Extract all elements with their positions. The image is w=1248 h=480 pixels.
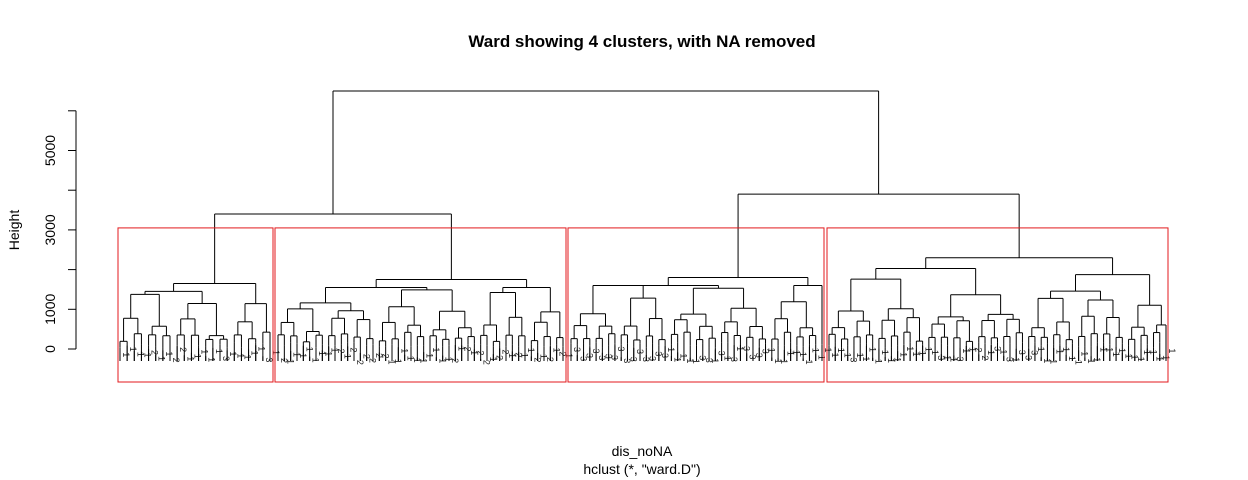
leaf-label: 1 [823, 347, 833, 352]
leaf-label: 3 [264, 357, 274, 362]
leaf-label: 1 [1167, 348, 1177, 353]
leaf-label: 1 [393, 359, 403, 364]
leaf-label: 2 [150, 350, 160, 355]
leaf-label: 2 [482, 360, 492, 365]
leaf-label: 1 [250, 350, 260, 355]
leaf-label: 1 [121, 352, 131, 357]
chart-title: Ward showing 4 clusters, with NA removed [468, 32, 815, 51]
y-tick-label: 5000 [42, 135, 58, 166]
leaf-label: 1 [564, 353, 574, 358]
leaf-label: 1 [142, 353, 152, 358]
leaf-label: 1 [128, 347, 138, 352]
cluster-rect [274, 227, 567, 383]
leaf-label: 1 [242, 355, 252, 360]
leaf-label: 1 [773, 359, 783, 364]
y-axis-label: Height [6, 210, 22, 251]
leaf-label: 2 [171, 358, 181, 363]
leaf-label: 1 [207, 357, 217, 362]
y-axis: 0 1000 3000 5000 [42, 110, 77, 353]
leaf-label: 1 [257, 346, 267, 351]
leaf-label: 2 [178, 347, 188, 352]
leaf-label: 3 [221, 356, 231, 361]
leaf-label: 1 [1073, 360, 1083, 365]
leaf-label: 1 [192, 354, 202, 359]
y-tick-label: 0 [42, 345, 58, 353]
leaf-label: 1 [285, 359, 295, 364]
leaf-label: 1 [874, 359, 884, 364]
method-sublabel: hclust (*, "ward.D") [583, 461, 700, 477]
leaf-label: 1 [228, 351, 238, 356]
leaf-label: 1 [164, 351, 174, 356]
leaf-label: 1 [804, 359, 814, 364]
leaf-label: 1 [235, 353, 245, 358]
leaf-label: 1 [135, 352, 145, 357]
leaf-label: 1 [200, 349, 210, 354]
y-tick-label: 3000 [42, 214, 58, 245]
cluster-rect [117, 227, 274, 383]
leaf-label: 1 [185, 356, 195, 361]
leaf-label: 1 [157, 356, 167, 361]
leaf-label: 2 [355, 360, 365, 365]
dendrogram-tree: 1111211221111131111131211111111212222221… [119, 90, 1177, 365]
cluster-rectangles [117, 227, 1169, 383]
leaf-label: 1 [691, 359, 701, 364]
leaf-label: 1 [387, 359, 397, 364]
leaf-label: 1 [1048, 359, 1058, 364]
x-axis-label: dis_noNA [612, 443, 673, 459]
leaf-label: 1 [1086, 359, 1096, 364]
leaf-label: 1 [271, 350, 281, 355]
cluster-rect [826, 227, 1169, 383]
cluster-rect [567, 227, 825, 383]
leaf-label: 1 [214, 349, 224, 354]
leaf-label: 1 [779, 359, 789, 364]
y-tick-label: 1000 [42, 294, 58, 325]
